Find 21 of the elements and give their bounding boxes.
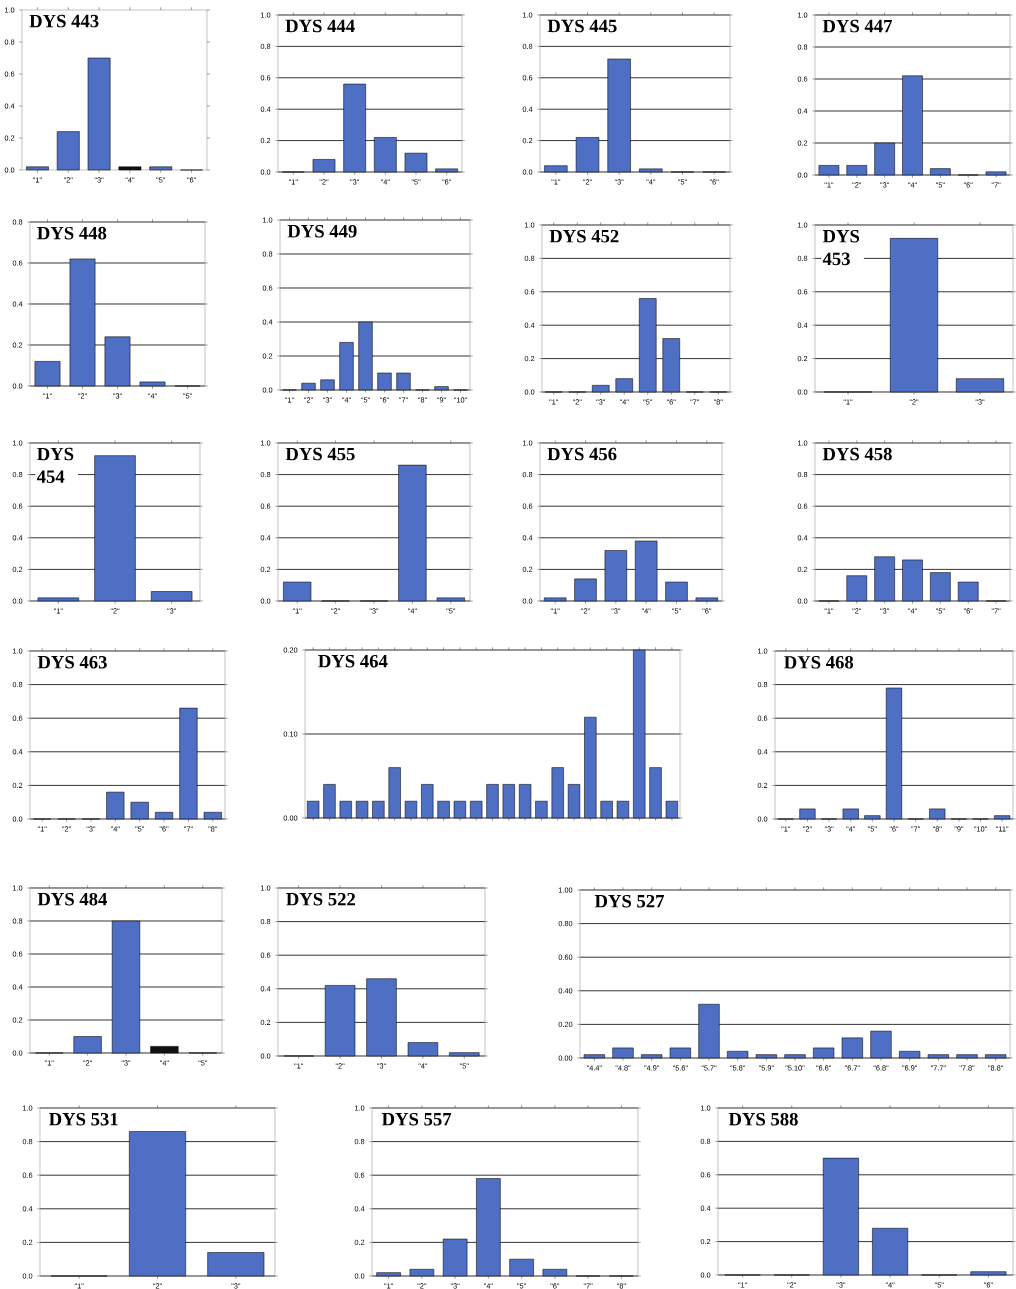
chart-title: DYS 557 [381, 1112, 452, 1126]
chart-title: DYS 449 [287, 225, 357, 238]
chart-title: DYS 452 [549, 229, 619, 243]
chart-title: DYS 443 [29, 14, 99, 28]
chart-title: DYS 448 [37, 226, 107, 240]
chart-title: DYS 464 [318, 654, 388, 668]
chart-title: DYS 463 [37, 655, 107, 669]
chart-title: DYS 531 [48, 1112, 118, 1126]
text: DYS 454 [36, 447, 74, 483]
chart-title: DYS 588 [728, 1112, 798, 1126]
chart-title: DYS 522 [286, 892, 356, 906]
chart-title: DYS 445 [547, 19, 617, 33]
chart-title: DYS 458 [822, 447, 892, 461]
chart-title: DYS 444 [285, 19, 355, 33]
chart-title: DYS 527 [594, 894, 665, 908]
chart-title: DYS 484 [37, 892, 108, 906]
chart-title: DYS 447 [822, 19, 892, 33]
chart-title: DYS 455 [285, 447, 355, 461]
chart-title: DYS 456 [547, 447, 617, 461]
text: DYS 453 [822, 229, 860, 266]
chart-title: DYS 468 [784, 655, 854, 669]
